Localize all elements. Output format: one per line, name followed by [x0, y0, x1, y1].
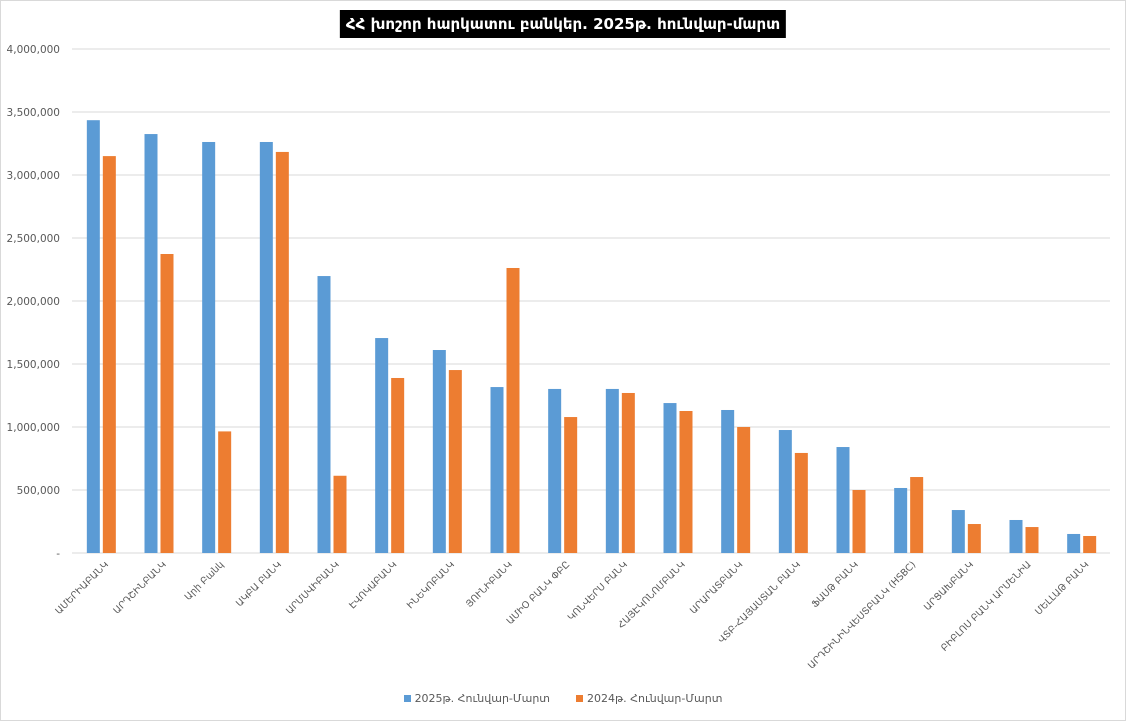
- y-tick-label: 2,000,000: [7, 296, 60, 308]
- legend: 2025թ. Հունվար-Մարտ 2024թ. Հունվար-Մարտ: [0, 692, 1126, 705]
- bar-2025: [259, 141, 273, 553]
- bar-2025: [317, 276, 331, 553]
- x-category-label: ԱՐԴՇԻՆԻՆՎԵՍՏԲԱՆԿ (HSBC): [806, 559, 918, 671]
- legend-swatch-2025: [403, 695, 411, 702]
- x-category-label: ԱՐՄՍՎԻԲԱՆԿ: [284, 559, 341, 616]
- bar-2024: [333, 475, 347, 553]
- chart-title: ՀՀ խոշոր հարկատու բանկեր. 2025թ. հունվար…: [339, 10, 787, 38]
- x-category-label: ՖԱՍԹ ԲԱՆԿ: [810, 559, 861, 610]
- bar-2025: [202, 141, 216, 553]
- bar-2024: [506, 267, 520, 553]
- y-tick-label: 2,500,000: [7, 233, 60, 245]
- bar-2025: [951, 510, 965, 553]
- bar-2024: [1025, 527, 1039, 553]
- bar-2025: [548, 388, 562, 553]
- bar-2025: [778, 430, 792, 553]
- x-category-label: ԱՐՑԱԽԲԱՆԿ: [922, 559, 976, 613]
- bar-2025: [605, 388, 619, 553]
- x-category-label: ԿՈՆՎԵՐՍ ԲԱՆԿ: [566, 559, 630, 623]
- bar-2025: [432, 350, 446, 553]
- legend-item-2024: 2024թ. Հունվար-Մարտ: [576, 692, 722, 705]
- y-tick-label: 4,000,000: [7, 44, 60, 56]
- x-category-label: ԱՐԱՐԱՏԲԱՆԿ: [688, 559, 745, 616]
- x-axis-labels: ԱՄԵՐԻԱԲԱՆԿ ԱՐԴՇԻՆԲԱՆԿ Արի Բանկ ԱԿԲԱ ԲԱՆԿ ԱՐՄ…: [53, 559, 1091, 671]
- y-tick-label: 500,000: [17, 485, 60, 497]
- bar-2024: [621, 392, 635, 553]
- bar-2025: [836, 447, 850, 553]
- bar-2024: [910, 477, 924, 553]
- x-category-label: ԻՆԵԿՈԲԱՆԿ: [405, 559, 457, 611]
- bar-2025: [490, 387, 504, 553]
- bar-2024: [852, 490, 866, 553]
- y-tick-label: 3,500,000: [7, 107, 60, 119]
- bar-2025: [144, 134, 158, 554]
- y-axis-ticks: - 500,000 1,000,000 1,500,000 2,000,000 2,500…: [7, 44, 61, 560]
- y-tick-label: 1,500,000: [7, 359, 60, 371]
- bar-2025: [663, 403, 677, 553]
- bar-2024: [391, 377, 405, 553]
- x-category-label: ԱՄԵՐԻԱԲԱՆԿ: [53, 559, 111, 617]
- x-category-label: ԷՎՈԿԱԲԱՆԿ: [347, 559, 399, 611]
- x-category-label: ՅՈՒՆԻԲԱՆԿ: [464, 559, 515, 610]
- legend-swatch-2024: [576, 695, 583, 702]
- bar-2025: [721, 409, 735, 553]
- bar-2024: [737, 427, 751, 553]
- x-category-label: ՄԵԼԼԱԹ ԲԱՆԿ: [1033, 559, 1091, 617]
- bar-2024: [1083, 535, 1097, 553]
- bar-2024: [102, 156, 116, 553]
- bar-2025: [375, 338, 389, 553]
- x-category-label: Արի Բանկ: [183, 559, 227, 603]
- y-tick-label: 1,000,000: [7, 422, 60, 434]
- bar-2024: [160, 254, 174, 553]
- x-category-label: ԱՐԴՇԻՆԲԱՆԿ: [111, 559, 168, 616]
- bar-2024: [218, 431, 232, 553]
- y-tick-label: -: [56, 548, 60, 560]
- legend-label-2024: 2024թ. Հունվար-Մարտ: [587, 692, 723, 705]
- bar-2024: [448, 370, 462, 553]
- y-tick-label: 3,000,000: [7, 170, 60, 182]
- bar-2024: [794, 452, 808, 553]
- gridlines: [72, 48, 1110, 554]
- bar-2025: [1067, 533, 1081, 553]
- bar-2024: [564, 417, 578, 553]
- x-category-label: ԱԿԲԱ ԲԱՆԿ: [234, 559, 284, 609]
- x-category-label: ԱՄԻՕ ԲԱՆԿ ՓԲԸ: [505, 559, 573, 627]
- bar-2024: [967, 524, 981, 553]
- bar-2025: [86, 120, 100, 553]
- bar-2024: [275, 151, 289, 553]
- bars: [86, 120, 1097, 554]
- legend-item-2025: 2025թ. Հունվար-Մարտ: [403, 692, 550, 705]
- bar-2025: [1009, 519, 1023, 553]
- legend-label-2025: 2025թ. Հունվար-Մարտ: [414, 692, 550, 705]
- bar-2024: [679, 410, 693, 553]
- bar-2025: [894, 487, 908, 553]
